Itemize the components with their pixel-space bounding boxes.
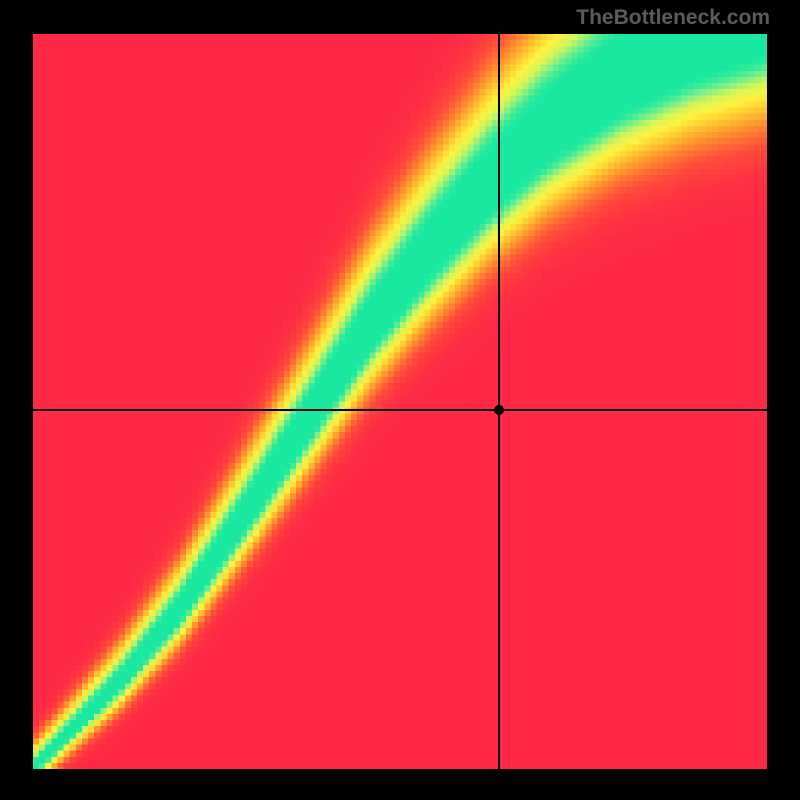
watermark-text: TheBottleneck.com (576, 6, 770, 30)
bottleneck-heatmap (33, 34, 767, 769)
crosshair-horizontal (33, 409, 767, 411)
crosshair-vertical (498, 34, 500, 769)
chart-container: TheBottleneck.com (0, 0, 800, 800)
crosshair-marker (494, 405, 504, 415)
